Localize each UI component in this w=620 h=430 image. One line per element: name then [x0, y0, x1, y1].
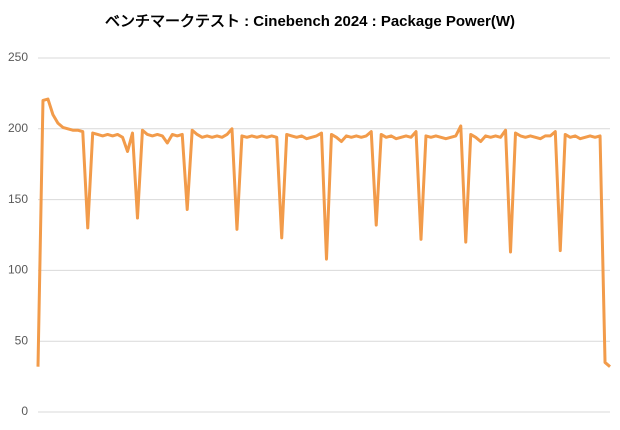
- data-line: [36, 97, 611, 368]
- y-tick-label: 100: [8, 263, 28, 277]
- y-tick-label: 250: [8, 50, 28, 64]
- y-tick-label: 50: [15, 333, 29, 347]
- y-tick-label: 200: [8, 121, 28, 135]
- y-tick-label: 0: [21, 404, 28, 418]
- y-tick-label: 150: [8, 192, 28, 206]
- chart-title: ベンチマークテスト : Cinebench 2024 : Package Pow…: [105, 13, 515, 30]
